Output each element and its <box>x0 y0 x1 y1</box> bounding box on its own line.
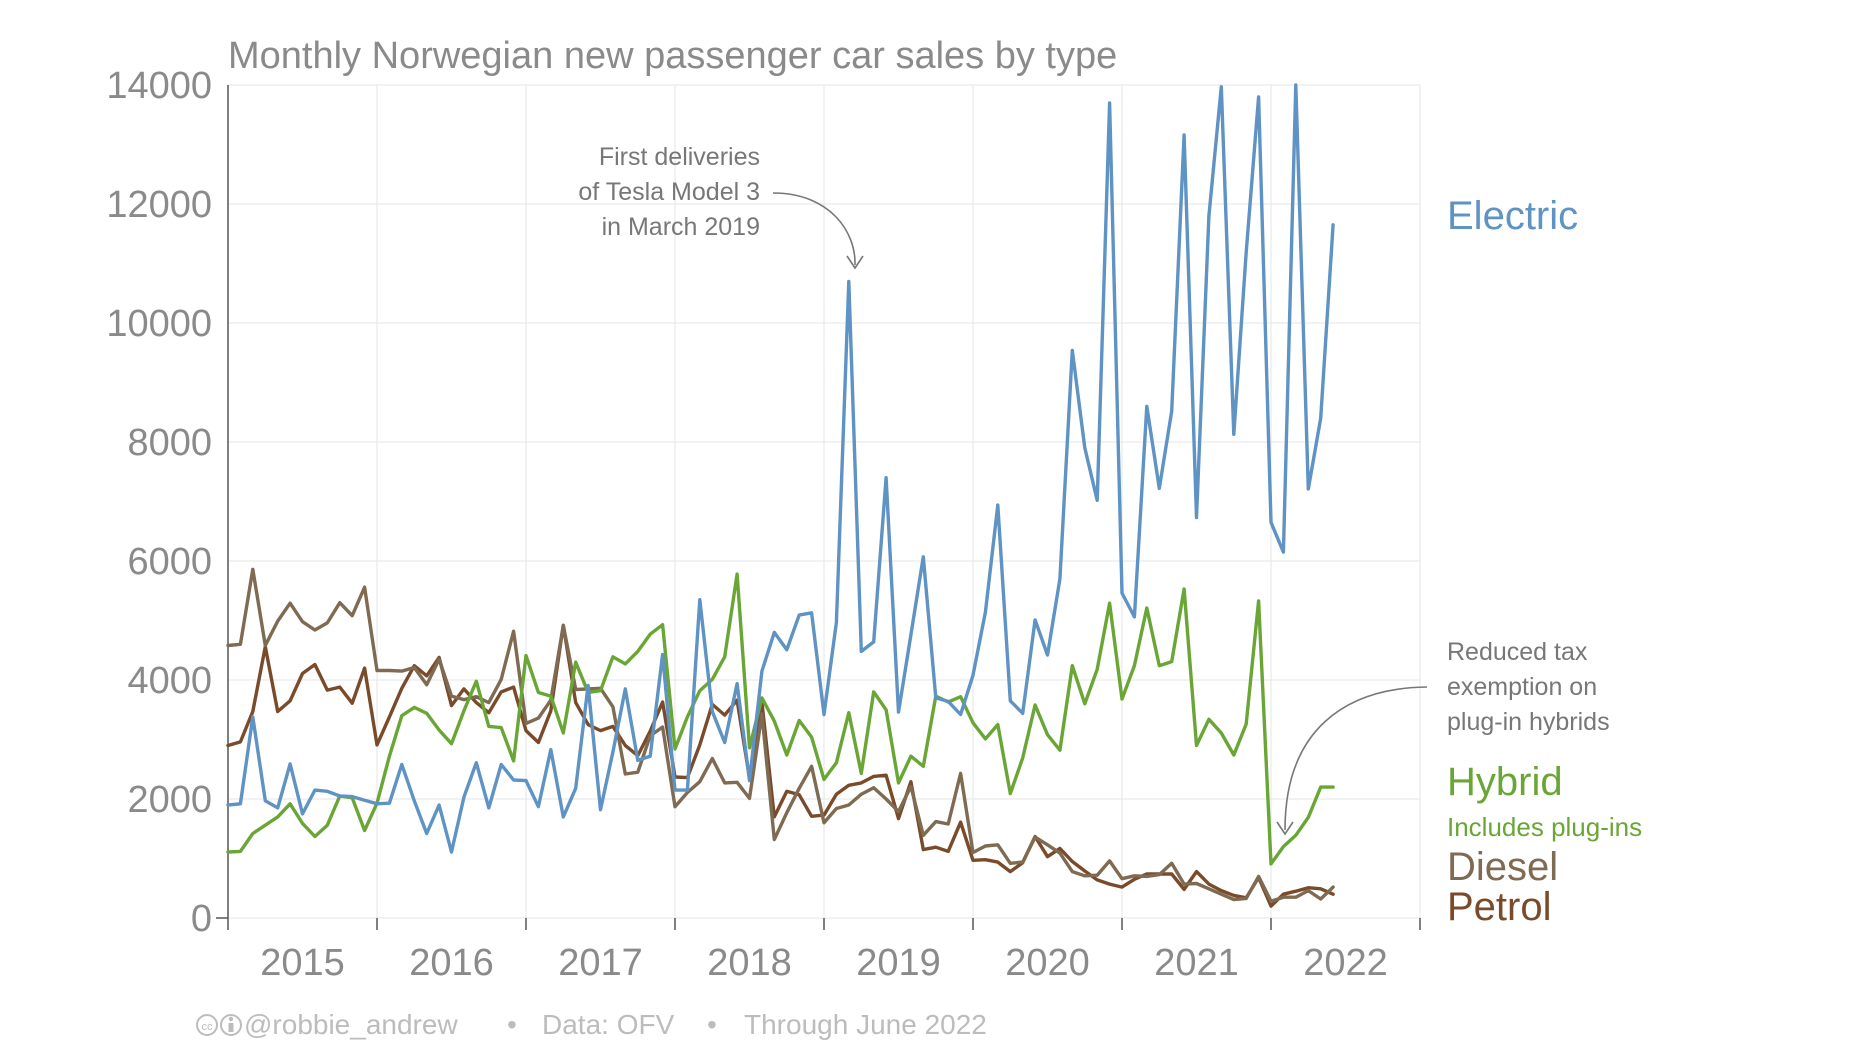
tax-annotation-line-2: exemption on <box>1447 673 1597 701</box>
legend-hybrid-sublabel: Includes plug-ins <box>1447 812 1642 842</box>
x-tick-label: 2021 <box>1154 942 1239 984</box>
attribution-icon <box>220 1014 242 1036</box>
svg-text:cc: cc <box>202 1021 214 1033</box>
tesla-annotation-line-1: First deliveries <box>599 143 760 171</box>
x-tick-label: 2016 <box>409 942 494 984</box>
y-tick-label: 12000 <box>106 184 212 226</box>
series-lines <box>226 83 1335 908</box>
y-tick-label: 14000 <box>106 65 212 107</box>
legend-diesel: Diesel <box>1447 845 1558 889</box>
x-tick-label: 2022 <box>1303 942 1388 984</box>
x-tick-label: 2018 <box>707 942 792 984</box>
tax-annotation: Reduced tax exemption on plug-in hybrids <box>1276 638 1610 836</box>
footer: cc @robbie_andrew • Data: OFV • Through … <box>196 1009 987 1040</box>
footer-separator-1: • <box>507 1009 517 1040</box>
footer-separator-2: • <box>707 1009 717 1040</box>
tesla-annotation-line-2: of Tesla Model 3 <box>578 178 760 206</box>
tesla-annotation-line-3: in March 2019 <box>602 213 760 241</box>
legend-petrol: Petrol <box>1447 885 1552 929</box>
tesla-annotation: First deliveries of Tesla Model 3 in Mar… <box>578 143 864 270</box>
tax-annotation-arrowhead <box>1276 821 1294 836</box>
tesla-annotation-arrow <box>772 192 856 266</box>
x-tick-label: 2019 <box>856 942 941 984</box>
y-tick-label: 2000 <box>127 779 212 821</box>
series-line-hybrid <box>226 572 1335 866</box>
tax-annotation-line-3: plug-in hybrids <box>1447 708 1610 736</box>
x-tick-label: 2020 <box>1005 942 1090 984</box>
legend: Electric Hybrid Includes plug-ins Diesel… <box>1447 194 1642 929</box>
series-line-petrol <box>226 623 1335 908</box>
legend-electric: Electric <box>1447 194 1578 238</box>
series-line-diesel <box>226 567 1335 903</box>
x-axis-ticks: 2015 2016 2017 2018 2019 2020 2021 2022 <box>216 85 1421 984</box>
legend-hybrid: Hybrid <box>1447 760 1563 804</box>
tax-annotation-arrow <box>1284 686 1428 831</box>
footer-author: @robbie_andrew <box>244 1009 458 1040</box>
y-tick-label: 4000 <box>127 660 212 702</box>
y-tick-label: 8000 <box>127 422 212 464</box>
gridlines <box>227 84 1421 919</box>
tesla-annotation-arrowhead <box>846 255 864 270</box>
series-line-electric <box>226 83 1335 854</box>
y-axis-ticks: 0 2000 4000 6000 8000 10000 12000 14000 <box>106 65 212 940</box>
chart-title: Monthly Norwegian new passenger car sale… <box>228 35 1117 77</box>
footer-data-source: Data: OFV <box>542 1009 675 1040</box>
y-tick-label: 10000 <box>106 303 212 345</box>
tax-annotation-line-1: Reduced tax <box>1447 638 1588 666</box>
y-tick-label: 0 <box>191 898 212 940</box>
y-tick-label: 6000 <box>127 541 212 583</box>
creative-commons-icon: cc <box>196 1014 218 1036</box>
x-tick-label: 2017 <box>558 942 643 984</box>
x-tick-label: 2015 <box>260 942 345 984</box>
footer-through: Through June 2022 <box>744 1009 987 1040</box>
